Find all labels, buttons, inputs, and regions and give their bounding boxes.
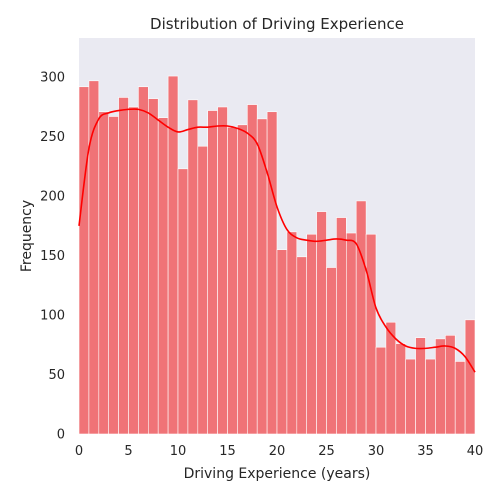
histogram-bar	[416, 338, 426, 434]
histogram-bar	[455, 361, 465, 434]
histogram-bar	[178, 169, 188, 434]
y-tick-label: 300	[40, 71, 65, 86]
histogram-bar	[406, 359, 416, 434]
histogram-bar	[198, 146, 208, 434]
x-tick-label: 25	[318, 444, 335, 459]
histogram-bar	[267, 112, 277, 434]
histogram-bar	[188, 100, 198, 434]
y-tick-label: 0	[57, 428, 65, 443]
x-tick-label: 10	[170, 444, 187, 459]
histogram-bar	[435, 339, 445, 434]
chart-title: Distribution of Driving Experience	[150, 15, 404, 33]
histogram-bar	[376, 347, 386, 434]
y-tick-label: 150	[40, 249, 65, 264]
histogram-bar	[297, 257, 307, 434]
histogram-bar	[247, 105, 257, 434]
histogram-bar	[228, 127, 238, 434]
histogram-bar	[327, 268, 337, 434]
histogram-bar	[119, 97, 129, 434]
histogram-bar	[396, 344, 406, 434]
x-tick-label: 35	[417, 444, 434, 459]
histogram-bar	[129, 107, 139, 434]
y-tick-labels: 0 50 100 150 200 250 300	[40, 71, 65, 443]
histogram-bar	[158, 118, 168, 434]
histogram-bar	[148, 99, 158, 434]
histogram-bar	[79, 87, 89, 434]
histogram-bar	[237, 125, 247, 434]
histogram-bar	[109, 116, 119, 434]
histogram-bar	[356, 201, 366, 434]
histogram-bar	[218, 107, 228, 434]
x-tick-label: 15	[219, 444, 236, 459]
histogram-bar	[208, 111, 218, 434]
x-axis-label: Driving Experience (years)	[184, 466, 371, 482]
x-tick-label: 20	[269, 444, 286, 459]
histogram-bar	[366, 234, 376, 434]
x-tick-label: 5	[124, 444, 132, 459]
histogram-bar	[426, 359, 436, 434]
y-tick-label: 200	[40, 190, 65, 205]
histogram-bar	[317, 212, 327, 434]
histogram-bar	[465, 320, 475, 434]
x-tick-label: 30	[368, 444, 385, 459]
histogram-bar	[277, 250, 287, 434]
histogram-bar	[307, 234, 317, 434]
x-tick-label: 0	[75, 444, 83, 459]
histogram-bar	[346, 233, 356, 434]
histogram-bar	[138, 87, 148, 434]
histogram-bar	[445, 335, 455, 434]
y-tick-label: 50	[48, 368, 65, 383]
histogram-bar	[386, 322, 396, 434]
y-tick-label: 250	[40, 130, 65, 145]
y-axis-label: Frequency	[19, 200, 35, 272]
histogram-bar	[99, 112, 109, 434]
histogram-bar	[89, 81, 99, 434]
histogram-bar	[336, 218, 346, 434]
y-tick-label: 100	[40, 309, 65, 324]
x-tick-labels: 0 5 10 15 20 25 30 35 40	[75, 444, 483, 459]
x-tick-label: 40	[467, 444, 484, 459]
histogram-bar	[287, 232, 297, 434]
